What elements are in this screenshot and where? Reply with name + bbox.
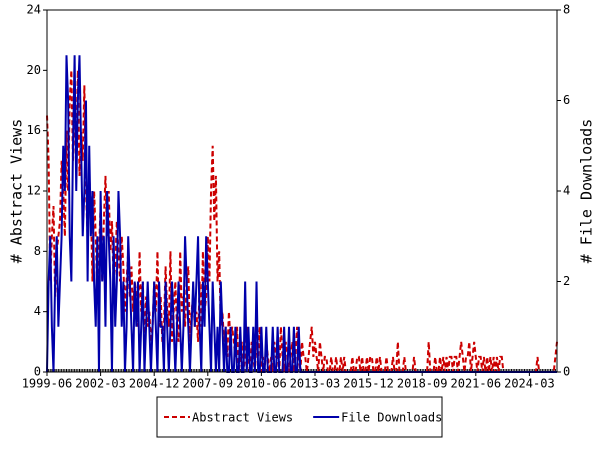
x-tick-label: 2004-12 [129,377,180,391]
x-tick-label: 2024-03 [504,377,555,391]
y-tick-label: 16 [27,123,41,137]
x-tick-label: 1999-06 [22,377,73,391]
plot-frame [46,9,558,373]
y2-tick-label: 0 [563,365,570,379]
y2-tick-label: 2 [563,274,570,288]
y2-tick-label: 6 [563,93,570,107]
x-tick-label: 2018-09 [397,377,448,391]
y-tick-label: 8 [34,244,41,258]
x-tick-label: 2021-06 [451,377,502,391]
y2-tick-label: 8 [563,3,570,17]
y-tick-label: 20 [27,63,41,77]
y-tick-label: 24 [27,3,41,17]
legend-box [156,396,443,438]
legend-label: File Downloads [341,411,442,425]
legend-label: Abstract Views [192,411,293,425]
y-tick-label: 12 [27,184,41,198]
y2-axis-label: # File Downloads [578,119,596,264]
y-tick-label: 0 [34,365,41,379]
series-line [46,70,558,373]
y-axis-label: # Abstract Views [8,119,26,264]
y2-tick-label: 4 [563,184,570,198]
x-tick-label: 2010-06 [236,377,287,391]
x-tick-label: 2015-12 [343,377,394,391]
x-tick-label: 2007-09 [183,377,234,391]
y-tick-label: 4 [34,304,41,318]
x-tick-label: 2013-03 [290,377,341,391]
series-line [46,55,557,373]
x-tick-label: 2002-03 [75,377,126,391]
